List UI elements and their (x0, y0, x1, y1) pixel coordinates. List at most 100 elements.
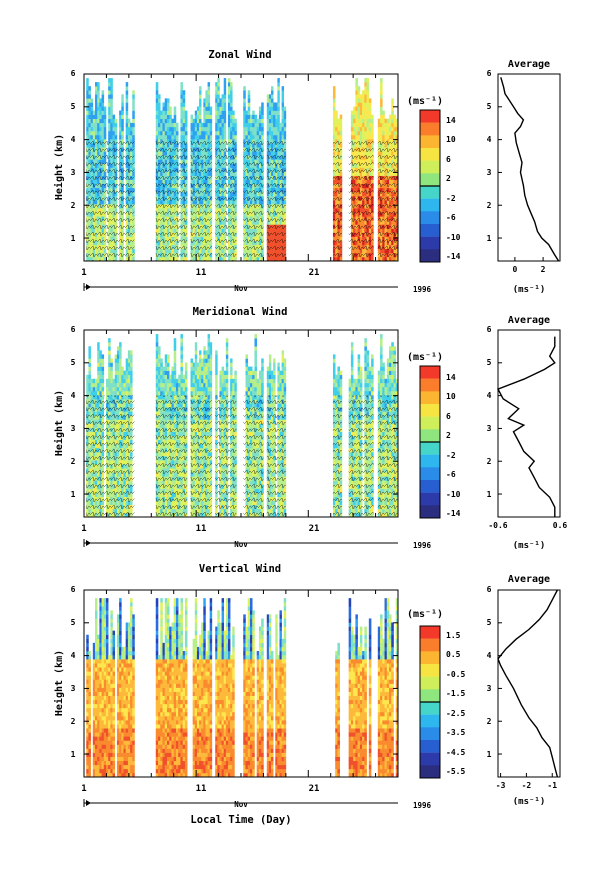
heatmap-cell (88, 98, 91, 103)
heatmap-cell (205, 110, 208, 115)
heatmap-cell (162, 110, 166, 115)
heatmap-cell (380, 98, 383, 103)
heatmap-cell (125, 362, 129, 367)
heatmap-cell (166, 390, 170, 396)
heatmap-cell (88, 382, 91, 388)
heatmap-cell (127, 350, 131, 355)
heatmap-cell (119, 370, 122, 376)
heatmap-cell (162, 370, 166, 376)
heatmap-cell (357, 122, 361, 128)
heatmap-cell (110, 382, 113, 388)
heatmap-cell (99, 370, 102, 376)
heatmap-cell (199, 118, 202, 124)
heatmap-cell (132, 90, 135, 95)
heatmap-cell (243, 94, 246, 99)
heatmap-cell (180, 110, 183, 115)
colorbar-segment (420, 135, 440, 149)
zonal-colorbar-unit: (ms⁻¹) (407, 96, 443, 107)
heatmap-cell (227, 118, 231, 124)
heatmap-cell (277, 126, 280, 132)
zonal-y-tick-1: 1 (71, 234, 76, 243)
heatmap-cell (164, 130, 168, 136)
heatmap-cell (101, 374, 105, 380)
heatmap-cell (173, 114, 177, 120)
heatmap-cell (281, 130, 285, 136)
heatmap-cell (88, 102, 91, 107)
heatmap-cell (101, 106, 105, 111)
heatmap-cell (217, 82, 220, 87)
zonal-wind-panel: Zonal Wind 1 11 21 Nov 1996 6 5 4 3 2 1 … (53, 49, 561, 295)
heatmap-cell (110, 362, 113, 367)
heatmap-cell (184, 122, 188, 128)
heatmap-cell (217, 114, 220, 120)
heatmap-cell (230, 106, 233, 111)
heatmap-cell (393, 122, 397, 128)
heatmap-cell (219, 98, 222, 103)
heatmap-cell (190, 126, 193, 132)
heatmap-cell (127, 370, 131, 376)
heatmap-cell (114, 386, 118, 392)
heatmap-cell (209, 134, 213, 140)
heatmap-cell (366, 106, 370, 111)
heatmap-cell (252, 126, 255, 132)
heatmap-cell (201, 126, 204, 132)
heatmap-cell (223, 86, 227, 91)
heatmap-cell (132, 98, 135, 103)
heatmap-cell (258, 106, 262, 111)
heatmap-cell (130, 350, 133, 355)
heatmap-cell (86, 378, 89, 384)
heatmap-cell (277, 78, 280, 83)
heatmap-cell (247, 122, 251, 128)
heatmap-cell (215, 130, 218, 136)
heatmap-cell (382, 118, 385, 124)
heatmap-cell (245, 118, 249, 124)
heatmap-cell (155, 362, 159, 367)
heatmap-cell (116, 370, 120, 376)
heatmap-cell (171, 382, 175, 388)
heatmap-cell (268, 98, 272, 103)
heatmap-cell (215, 82, 218, 87)
heatmap-cell (362, 102, 365, 107)
heatmap-cell (258, 110, 262, 115)
zonal-title: Zonal Wind (208, 49, 271, 61)
heatmap-cell (95, 130, 98, 136)
heatmap-cell (196, 106, 200, 111)
heatmap-cell (160, 114, 163, 120)
heatmap-cell (171, 390, 175, 396)
heatmap-cell (97, 366, 100, 371)
heatmap-cell (158, 370, 161, 376)
heatmap-cell (108, 366, 111, 371)
heatmap-cell (166, 354, 170, 359)
heatmap-cell (380, 118, 383, 124)
heatmap-cell (132, 106, 135, 111)
heatmap-cell (105, 378, 109, 384)
heatmap-cell (114, 118, 118, 124)
heatmap-cell (173, 338, 177, 343)
heatmap-cell (279, 130, 282, 136)
heatmap-cell (173, 382, 177, 388)
heatmap-cell (277, 134, 280, 140)
heatmap-cell (95, 378, 98, 384)
heatmap-cell (205, 114, 208, 120)
heatmap-cell (97, 358, 100, 363)
heatmap-cell (99, 102, 102, 107)
colorbar-segment (420, 110, 440, 123)
heatmap-cell (217, 126, 220, 132)
heatmap-cell (164, 106, 168, 111)
heatmap-cell (164, 386, 168, 392)
heatmap-cell (230, 82, 233, 87)
heatmap-cell (371, 134, 374, 140)
heatmap-cell (166, 98, 170, 103)
heatmap-cell (92, 118, 96, 124)
heatmap-cell (386, 134, 390, 140)
heatmap-cell (207, 114, 211, 120)
heatmap-cell (164, 110, 168, 115)
heatmap-cell (101, 370, 105, 376)
zonal-cbar-label-neg2: -2 (446, 194, 456, 203)
heatmap-cell (227, 106, 231, 111)
heatmap-cell (110, 130, 113, 136)
heatmap-cell (273, 134, 276, 140)
heatmap-cell (99, 126, 102, 132)
heatmap-cell (155, 374, 159, 380)
heatmap-cell (162, 130, 166, 136)
